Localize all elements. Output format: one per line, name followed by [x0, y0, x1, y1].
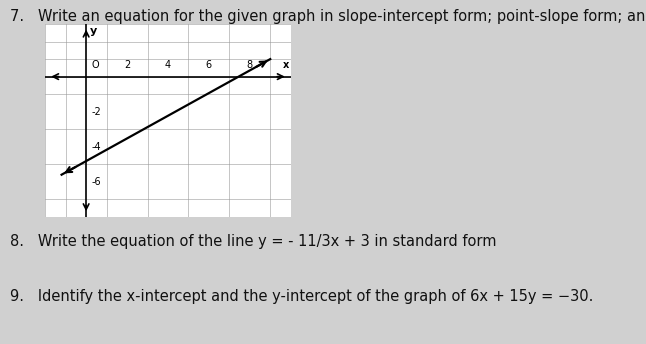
Text: -4: -4: [91, 142, 101, 152]
Text: 4: 4: [165, 61, 171, 71]
Text: 7.   Write an equation for the given graph in slope-intercept form; point-slope : 7. Write an equation for the given graph…: [10, 9, 646, 24]
Text: -2: -2: [91, 107, 101, 117]
Text: O: O: [91, 61, 99, 71]
Text: y: y: [90, 26, 97, 36]
Text: 9.   Identify the x-intercept and the y-intercept of the graph of 6x + 15y = −30: 9. Identify the x-intercept and the y-in…: [10, 289, 593, 304]
Text: 8.   Write the equation of the line y = - 11/3x + 3 in standard form: 8. Write the equation of the line y = - …: [10, 234, 496, 249]
Text: 8: 8: [247, 61, 253, 71]
Text: 2: 2: [124, 61, 130, 71]
Text: x: x: [282, 61, 289, 71]
Text: -6: -6: [91, 177, 101, 187]
Text: 6: 6: [206, 61, 212, 71]
